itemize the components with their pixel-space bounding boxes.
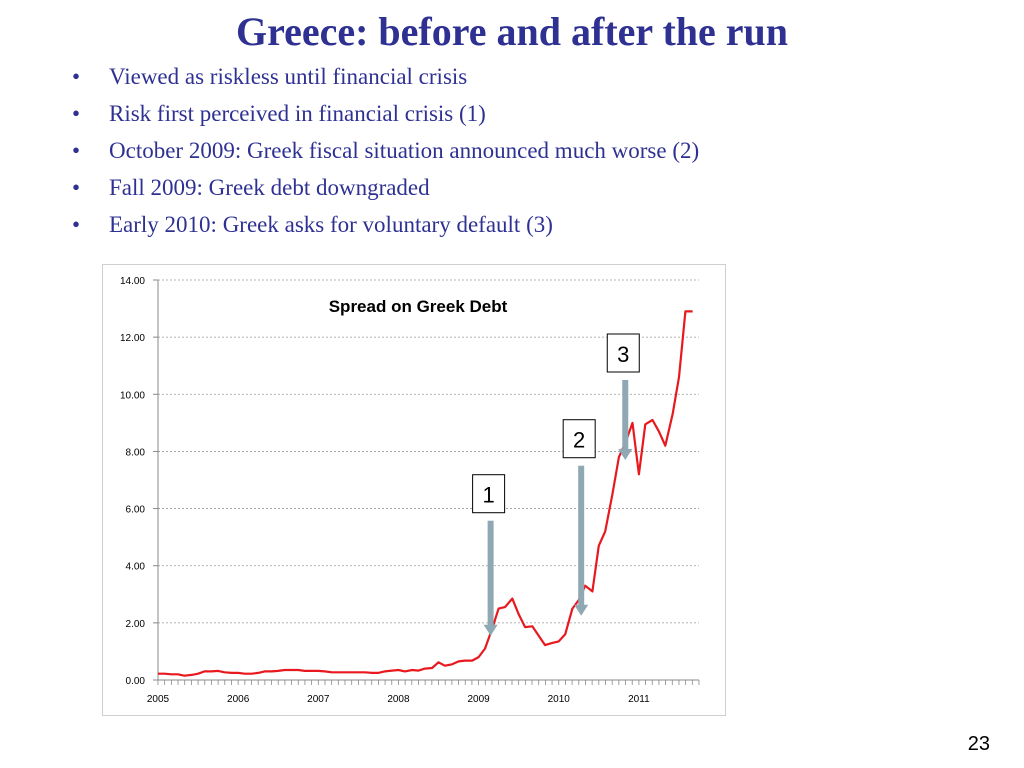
y-tick-label: 10.00 <box>120 390 145 401</box>
x-tick-label: 2009 <box>467 694 490 705</box>
bullet-item: • October 2009: Greek fiscal situation an… <box>72 134 699 171</box>
bullet-text: Viewed as riskless until financial crisi… <box>109 64 468 89</box>
annotation-arrow-shaft <box>578 465 585 606</box>
y-tick-label: 0.00 <box>126 676 146 687</box>
y-tick-label: 12.00 <box>120 333 145 344</box>
x-tick-label: 2008 <box>387 694 410 705</box>
annotation-box <box>606 333 640 373</box>
bullet-dot: • <box>72 101 81 126</box>
bullet-text: Fall 2009: Greek debt downgraded <box>109 175 430 200</box>
x-tick-label: 2005 <box>147 694 170 705</box>
bullet-text: October 2009: Greek fiscal situation ann… <box>109 138 700 163</box>
annotation-arrow-shaft <box>487 520 494 626</box>
bullet-item: • Early 2010: Greek asks for voluntary de… <box>72 208 699 245</box>
annotation-1: 1 <box>472 474 506 636</box>
bullet-dot: • <box>72 138 81 163</box>
y-tick-label: 4.00 <box>126 562 146 573</box>
y-tick-label: 2.00 <box>126 619 146 630</box>
annotation-label: 2 <box>573 428 585 453</box>
y-tick-label: 14.00 <box>120 276 145 287</box>
slide-title: Greece: before and after the run <box>235 9 789 54</box>
bullet-item: • Viewed as riskless until financial cris… <box>72 60 699 97</box>
annotation-arrow-shaft <box>622 380 629 450</box>
bullet-item: • Fall 2009: Greek debt downgraded <box>72 171 699 208</box>
x-tick-label: 2011 <box>628 694 650 705</box>
bullet-dot: • <box>72 212 81 237</box>
y-tick-label: 6.00 <box>126 505 146 516</box>
bullet-item: • Risk first perceived in financial crisi… <box>72 97 699 134</box>
bullet-text: Risk first perceived in financial crisis… <box>109 101 486 126</box>
page-number: 23 <box>967 733 990 755</box>
annotation-2: 2 <box>562 419 596 616</box>
spread-chart: 0.00 2.00 4.00 6.00 8.00 10.00 12.00 14.00 2005 2… <box>120 276 700 705</box>
chart-frame: 0.00 2.00 4.00 6.00 8.00 10.00 12.00 14.00 2005 2… <box>102 264 726 716</box>
annotation-arrow-head <box>618 449 633 460</box>
annotation-arrow-head <box>483 624 498 636</box>
bullet-list: • Viewed as riskless until financial cris… <box>72 60 699 245</box>
annotation-label: 3 <box>617 342 629 367</box>
annotation-box <box>472 474 506 514</box>
bullet-text: Early 2010: Greek asks for voluntary def… <box>109 212 553 237</box>
annotation-arrow-head <box>574 604 589 616</box>
annotation-label: 1 <box>482 483 494 508</box>
annotation-box <box>562 419 596 459</box>
chart-title: Spread on Greek Debt <box>329 297 508 316</box>
bullet-dot: • <box>72 64 81 89</box>
x-tick-label: 2006 <box>227 694 250 705</box>
bullet-dot: • <box>72 175 81 200</box>
x-tick-label: 2007 <box>307 694 330 705</box>
spread-series-line <box>158 310 693 677</box>
x-tick-label: 2010 <box>548 694 571 705</box>
annotation-3: 3 <box>606 333 640 460</box>
y-tick-label: 8.00 <box>126 447 146 458</box>
